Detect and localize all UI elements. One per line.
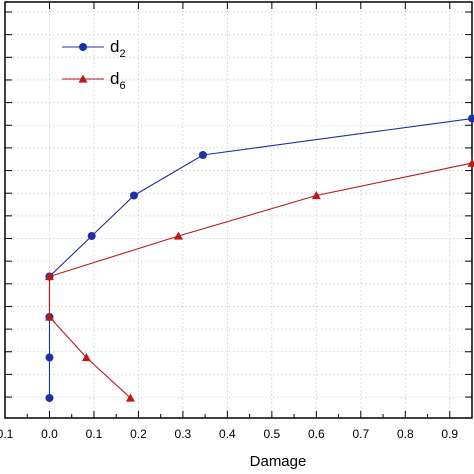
axis-ticks: 0.1 0.0 0.1 0.2 0.3 0.4 0.5 0.6 0.7 0.8 0.9	[0, 2, 472, 441]
grid	[5, 2, 472, 418]
x-tick-label: 0.5	[264, 427, 281, 441]
point-d6	[467, 158, 474, 167]
x-axis-title: Damage	[250, 453, 307, 470]
series-line-d6	[48, 162, 473, 399]
x-tick-label: 0.2	[130, 427, 147, 441]
x-tick-label: 0.8	[397, 427, 414, 441]
legend-label-d6-base: d	[110, 69, 119, 88]
point-d2	[87, 232, 96, 240]
x-tick-label: 0.7	[352, 427, 369, 441]
point-d6	[44, 312, 54, 321]
x-tick-label: 0.4	[219, 427, 236, 441]
point-d6	[81, 353, 91, 362]
plot-frame	[4, 1, 473, 419]
point-d6	[173, 231, 183, 240]
point-d6	[44, 272, 54, 281]
point-d2	[45, 353, 54, 362]
legend-label-d6-subscript: 6	[119, 80, 125, 92]
point-d6	[125, 393, 135, 402]
x-tick-label: 0.1	[0, 427, 14, 441]
legend: d2 d6	[62, 37, 126, 92]
point-d6	[311, 191, 321, 200]
x-tick-label: 0.1	[86, 427, 103, 441]
series-line-d2	[48, 118, 473, 398]
x-tick-label: 0.3	[175, 427, 192, 441]
legend-marker-d2	[79, 43, 87, 51]
point-d2	[129, 191, 138, 200]
x-tick-label: 0.0	[41, 427, 58, 441]
legend-marker-d6	[78, 74, 88, 83]
x-tick-label: 0.9	[441, 427, 458, 441]
point-d2	[45, 394, 54, 402]
legend-label-d2-subscript: 2	[119, 48, 125, 60]
legend-label-d2-base: d	[110, 37, 119, 56]
point-d2	[468, 114, 474, 123]
legend-label-d6: d6	[110, 69, 126, 92]
point-d2	[198, 151, 207, 159]
x-tick-label: 0.6	[308, 427, 325, 441]
series-layer	[44, 114, 474, 402]
legend-label-d2: d2	[110, 37, 126, 60]
